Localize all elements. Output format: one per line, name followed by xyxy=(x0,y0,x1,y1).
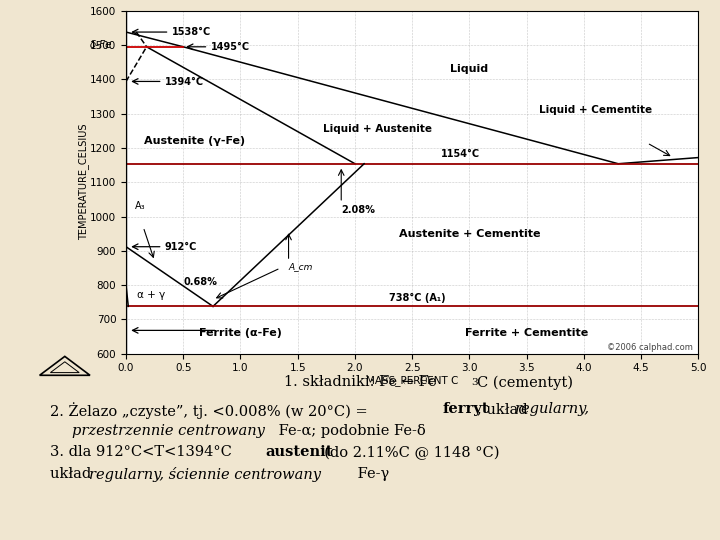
Text: 738°C (A₁): 738°C (A₁) xyxy=(390,293,446,303)
Text: Ferrite + Cementite: Ferrite + Cementite xyxy=(465,328,588,338)
X-axis label: MASS_PERCENT C: MASS_PERCENT C xyxy=(366,375,459,386)
Text: 1538°C: 1538°C xyxy=(172,28,211,37)
Text: Liquid + Cementite: Liquid + Cementite xyxy=(539,105,652,115)
Text: regularny, ściennie centrowany: regularny, ściennie centrowany xyxy=(89,467,320,482)
Text: austenit: austenit xyxy=(265,446,333,460)
Text: 0.68%: 0.68% xyxy=(183,276,217,287)
Text: regularny,: regularny, xyxy=(515,402,590,416)
Text: Austenite + Cementite: Austenite + Cementite xyxy=(399,228,540,239)
Text: 912°C: 912°C xyxy=(165,242,197,252)
Text: 3: 3 xyxy=(472,378,478,387)
Text: C (cementyt): C (cementyt) xyxy=(477,375,573,390)
Text: 1495°C: 1495°C xyxy=(211,42,250,52)
Text: (do 2.11%C @ 1148 °C): (do 2.11%C @ 1148 °C) xyxy=(315,446,499,460)
Text: ©2006 calphad.com: ©2006 calphad.com xyxy=(607,343,693,352)
Text: 1394°C: 1394°C xyxy=(165,77,204,87)
Text: Liquid: Liquid xyxy=(451,64,488,74)
Y-axis label: TEMPERATURE_CELSIUS: TEMPERATURE_CELSIUS xyxy=(78,124,89,240)
Text: 1. składniki: Fe ↔ Fe: 1. składniki: Fe ↔ Fe xyxy=(284,375,436,389)
Text: ferryt: ferryt xyxy=(443,402,490,416)
Text: przestrzennie centrowany: przestrzennie centrowany xyxy=(72,424,265,438)
Text: A_cm: A_cm xyxy=(289,262,313,271)
Text: Fe-γ: Fe-γ xyxy=(353,467,389,481)
Text: Austenite (γ-Fe): Austenite (γ-Fe) xyxy=(144,136,246,146)
Text: , układ: , układ xyxy=(477,402,533,416)
Text: Liquid + Austenite: Liquid + Austenite xyxy=(323,124,432,134)
Text: 2.08%: 2.08% xyxy=(341,205,375,215)
Text: 2. Żelazo „czyste”, tj. <0.008% (w 20°C) =: 2. Żelazo „czyste”, tj. <0.008% (w 20°C)… xyxy=(50,402,373,419)
Text: A₃: A₃ xyxy=(135,201,145,211)
Text: 3. dla 912°C<T<1394°C: 3. dla 912°C<T<1394°C xyxy=(50,446,246,460)
Text: δ-Fe: δ-Fe xyxy=(89,40,112,50)
Text: α + γ: α + γ xyxy=(137,291,166,300)
Text: Ferrite (α-Fe): Ferrite (α-Fe) xyxy=(199,328,282,338)
Text: układ: układ xyxy=(50,467,96,481)
Text: 1154°C: 1154°C xyxy=(441,149,480,159)
Text: Fe-α; podobnie Fe-δ: Fe-α; podobnie Fe-δ xyxy=(274,424,426,438)
